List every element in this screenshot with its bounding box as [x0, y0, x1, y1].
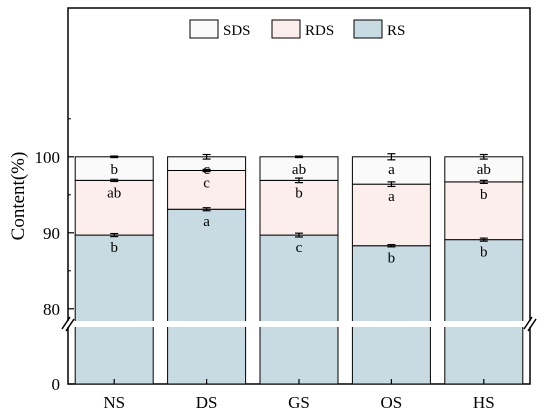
x-tick-label-ns: NS — [103, 393, 125, 412]
sig-label-rs-gs: c — [296, 240, 303, 256]
sig-label-sds-ds: c — [203, 162, 210, 178]
sig-label-sds-ns: b — [110, 162, 118, 178]
x-tick-label-hs: HS — [473, 393, 495, 412]
bar-rs-os — [351, 245, 431, 385]
legend-label-rds: RDS — [305, 23, 334, 39]
legend-item-rs: RS — [353, 19, 405, 39]
error-bar-rds-ns — [110, 178, 119, 183]
legend-swatch-rds — [271, 19, 301, 39]
x-tick-label-gs: GS — [288, 393, 310, 412]
x-tick-label-os: OS — [381, 393, 403, 412]
axis-break — [0, 316, 550, 332]
error-bar-rds-gs — [295, 177, 303, 184]
error-bar-sds-ns — [110, 155, 119, 159]
break-mark-left-b — [65, 318, 75, 332]
legend-label-rs: RS — [387, 23, 405, 39]
break-mark-right-b — [527, 318, 537, 332]
legend-swatch-rs — [353, 19, 383, 39]
bar-rs-gs — [259, 234, 339, 385]
error-bar-rs-hs — [479, 237, 488, 242]
sig-label-rs-os: b — [388, 251, 396, 267]
sig-label-rs-ns: b — [110, 240, 118, 256]
sig-label-rds-hs: b — [480, 187, 488, 203]
error-bar-sds-gs — [295, 155, 303, 159]
axis-break-gap — [0, 321, 550, 327]
sig-label-rs-ds: a — [203, 214, 210, 230]
y-tick-label-90: 90 — [43, 224, 60, 243]
sig-label-sds-os: a — [388, 162, 395, 178]
sig-label-rds-gs: b — [295, 185, 303, 201]
bar-rds-os — [351, 183, 431, 247]
y-tick-label-0: 0 — [52, 375, 61, 394]
sig-label-rds-ns: ab — [107, 185, 121, 201]
error-bar-rs-ns — [110, 232, 119, 238]
bar-rs-ds — [167, 208, 247, 385]
bar-rds-hs — [444, 181, 524, 241]
y-tick-label-80: 80 — [43, 300, 60, 319]
y-tick-label-100: 100 — [35, 148, 61, 167]
sig-label-sds-hs: ab — [477, 162, 491, 178]
break-mark-right-a — [523, 316, 533, 330]
legend-swatch-sds — [189, 19, 219, 39]
legend-item-rds: RDS — [271, 19, 334, 39]
error-bar-sds-hs — [479, 153, 488, 160]
sig-label-rds-ds: c — [203, 175, 210, 191]
legend-label-sds: SDS — [223, 23, 251, 39]
sig-label-rs-hs: b — [480, 245, 488, 261]
bar-rs-ns — [74, 234, 154, 385]
bar-rs-hs — [444, 239, 524, 385]
error-bar-sds-ds — [202, 153, 211, 160]
bar-sds-os — [351, 156, 431, 185]
y-axis-label: Content(%) — [8, 152, 29, 241]
error-bar-rs-ds — [202, 207, 211, 212]
error-bar-rds-ds — [202, 168, 211, 173]
bar-sds-hs — [444, 156, 524, 183]
x-tick-label-ds: DS — [196, 393, 218, 412]
error-bar-sds-os — [387, 153, 396, 161]
error-bar-rs-os — [387, 243, 396, 248]
error-bar-rds-os — [387, 181, 396, 188]
sig-label-sds-gs: ab — [292, 162, 306, 178]
error-bar-rs-gs — [295, 232, 303, 238]
legend-item-sds: SDS — [189, 19, 251, 39]
error-bar-rds-hs — [479, 179, 488, 184]
sig-label-rds-os: a — [388, 189, 395, 205]
axes-layer: NS DS GS OS HS 0 80 90 100 — [35, 118, 495, 412]
break-mark-left-a — [61, 316, 71, 330]
legend: SDS RDS RS — [189, 19, 405, 39]
